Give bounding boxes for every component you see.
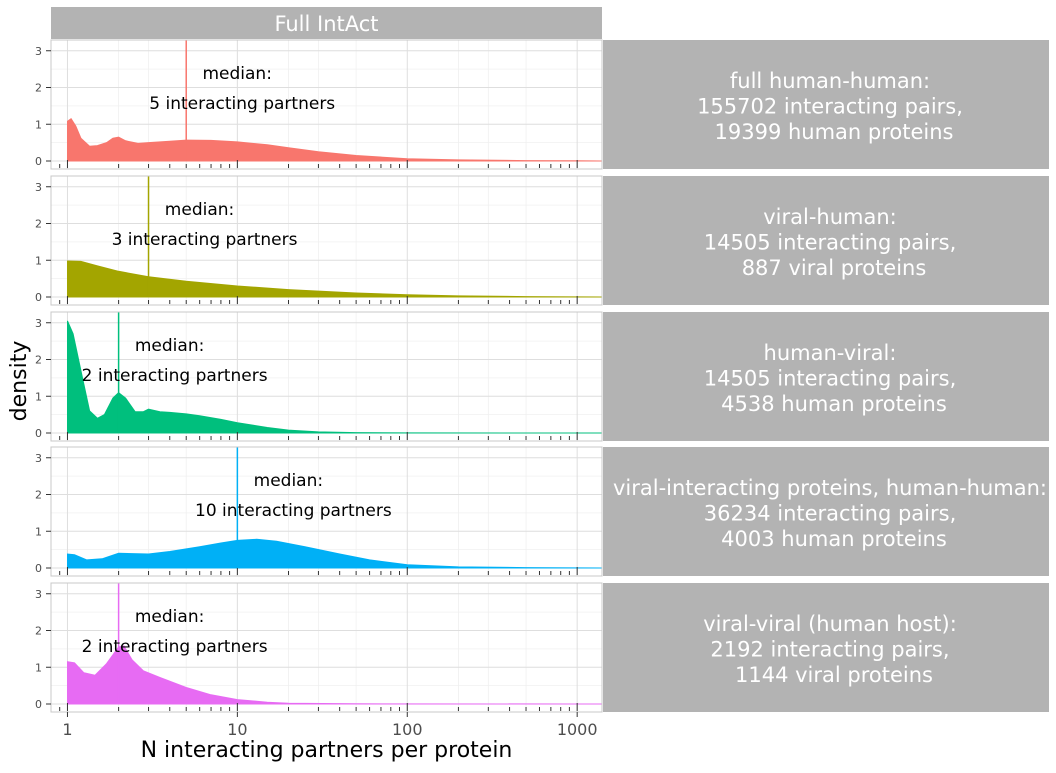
y-tick-label: 2 bbox=[35, 625, 42, 638]
panel-4: median: 10 interacting partners 0 1 2 3 viral-… bbox=[35, 446, 1049, 577]
strip-line-2: 36234 interacting pairs, bbox=[704, 502, 957, 526]
x-tick-label: 10 bbox=[227, 720, 247, 739]
panel-strip bbox=[603, 176, 1049, 305]
median-label-value: 5 interacting partners bbox=[149, 94, 335, 114]
median-label-title: median: bbox=[202, 64, 271, 84]
panel-strip bbox=[603, 312, 1049, 441]
y-tick-label: 3 bbox=[35, 317, 42, 330]
median-label-value: 3 interacting partners bbox=[112, 230, 298, 250]
density-area bbox=[67, 260, 603, 298]
x-axis-title: N interacting partners per protein bbox=[141, 738, 513, 763]
strip-line-1: full human-human: bbox=[730, 69, 930, 93]
y-tick-label: 1 bbox=[35, 661, 42, 674]
strip-line-3: 4538 human proteins bbox=[721, 392, 947, 416]
strip-line-1: viral-human: bbox=[763, 205, 897, 229]
density-area bbox=[67, 645, 602, 705]
y-tick-label: 0 bbox=[35, 698, 42, 711]
median-label-title: median: bbox=[254, 471, 323, 491]
median-label-title: median: bbox=[135, 607, 204, 627]
panel-border bbox=[50, 311, 603, 442]
y-tick-label: 1 bbox=[35, 254, 42, 267]
panel-strip bbox=[603, 583, 1049, 712]
y-tick-label: 0 bbox=[35, 291, 42, 304]
x-tick-label: 1 bbox=[62, 720, 72, 739]
panel-strip bbox=[603, 447, 1049, 576]
y-tick-label: 0 bbox=[35, 427, 42, 440]
y-tick-label: 1 bbox=[35, 390, 42, 403]
median-label-value: 2 interacting partners bbox=[82, 637, 268, 657]
strip-line-2: 2192 interacting pairs, bbox=[710, 638, 949, 662]
density-area bbox=[67, 538, 603, 569]
median-label-value: 10 interacting partners bbox=[195, 501, 392, 521]
x-tick-label: 1000 bbox=[557, 720, 598, 739]
y-tick-label: 2 bbox=[35, 218, 42, 231]
strip-line-3: 19399 human proteins bbox=[715, 120, 954, 144]
y-tick-label: 0 bbox=[35, 562, 42, 575]
facet-title: Full IntAct bbox=[274, 12, 378, 36]
panel-5: median: 2 interacting partners 0 1 2 3 viral-v… bbox=[35, 582, 1049, 713]
y-tick-label: 3 bbox=[35, 452, 42, 465]
panel-strip bbox=[603, 40, 1049, 169]
panel-border bbox=[50, 446, 603, 577]
panel-border bbox=[50, 582, 603, 713]
x-tick-label: 100 bbox=[392, 720, 423, 739]
strip-line-2: 14505 interacting pairs, bbox=[704, 367, 957, 391]
median-label-title: median: bbox=[165, 200, 234, 220]
strip-line-2: 14505 interacting pairs, bbox=[704, 231, 957, 255]
panel-3: median: 2 interacting partners 0 1 2 3 human-v… bbox=[35, 311, 1049, 442]
y-tick-label: 2 bbox=[35, 354, 42, 367]
y-tick-label: 3 bbox=[35, 181, 42, 194]
density-area bbox=[67, 117, 603, 162]
y-tick-label: 1 bbox=[35, 118, 42, 131]
y-tick-label: 2 bbox=[35, 82, 42, 95]
strip-line-1: viral-interacting proteins, human-human: bbox=[613, 476, 1047, 500]
y-tick-label: 3 bbox=[35, 45, 42, 58]
facet-title-strip bbox=[51, 7, 602, 39]
y-tick-label: 2 bbox=[35, 489, 42, 502]
strip-line-3: 4003 human proteins bbox=[721, 527, 947, 551]
y-axis-title: density bbox=[7, 341, 32, 422]
y-tick-label: 3 bbox=[35, 588, 42, 601]
strip-line-3: 887 viral proteins bbox=[742, 256, 927, 280]
strip-line-1: viral-viral (human host): bbox=[703, 612, 957, 636]
panel-1: median: 5 interacting partners 0 1 2 3 full hu… bbox=[35, 39, 1049, 170]
y-tick-label: 0 bbox=[35, 155, 42, 168]
panel-border bbox=[50, 39, 603, 170]
median-label-value: 2 interacting partners bbox=[82, 366, 268, 386]
panel-border bbox=[50, 175, 603, 306]
strip-line-1: human-viral: bbox=[764, 341, 897, 365]
y-tick-label: 1 bbox=[35, 525, 42, 538]
strip-line-2: 155702 interacting pairs, bbox=[697, 95, 963, 119]
density-area bbox=[67, 320, 602, 434]
strip-line-3: 1144 viral proteins bbox=[735, 663, 933, 687]
panel-2: median: 3 interacting partners 0 1 2 3 viral-h… bbox=[35, 175, 1049, 306]
median-label-title: median: bbox=[135, 336, 204, 356]
